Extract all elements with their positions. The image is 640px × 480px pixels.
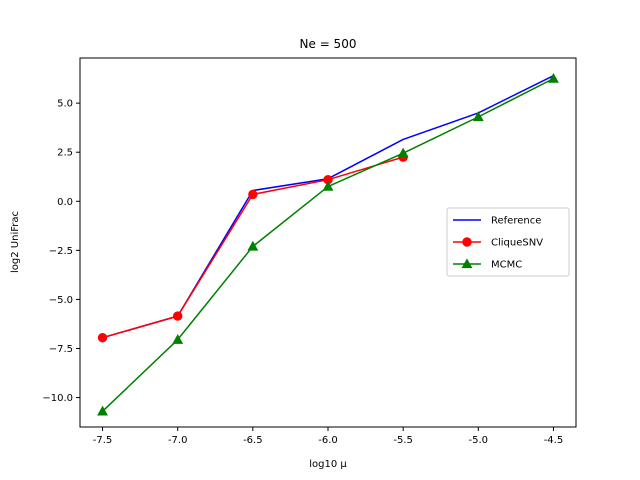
legend-label-mcmc: MCMC — [491, 260, 522, 271]
data-point-cliquesnv — [172, 311, 183, 321]
x-tick-label: -5.0 — [469, 435, 489, 446]
x-tick-label: -6.5 — [243, 435, 263, 446]
x-axis-label: log10 μ — [309, 459, 347, 470]
y-tick-label: −5.0 — [49, 295, 73, 306]
data-point-mcmc — [247, 240, 259, 251]
chart-title: Ne = 500 — [300, 37, 357, 51]
data-point-mcmc — [397, 147, 409, 158]
y-tick-label: 5.0 — [57, 99, 73, 110]
x-tick-label: -4.5 — [544, 435, 564, 446]
data-point-mcmc — [172, 334, 184, 344]
legend-label-cliquesnv: CliqueSNV — [491, 238, 543, 249]
legend-marker-mcmc — [461, 258, 473, 269]
y-axis-label: log2 UniFrac — [10, 211, 21, 273]
legend: Reference CliqueSNV MCMC — [446, 207, 570, 277]
series-mcmc — [97, 72, 559, 416]
data-point-mcmc — [97, 405, 108, 416]
y-tick-label: 0.0 — [57, 197, 73, 208]
y-tick-label: −7.5 — [49, 344, 73, 355]
data-point-mcmc — [322, 180, 334, 191]
x-axis: -7.5 -7.0 -6.5 -6.0 -5.5 -5.0 -4.5 — [93, 427, 563, 446]
x-tick-label: -6.0 — [318, 435, 338, 446]
legend-label-reference: Reference — [491, 216, 541, 227]
y-tick-label: −10.0 — [42, 393, 73, 404]
x-tick-label: -7.5 — [93, 435, 113, 446]
y-tick-label: −2.5 — [49, 246, 73, 257]
y-tick-label: 2.5 — [57, 148, 73, 159]
x-tick-label: -7.0 — [168, 435, 188, 446]
y-axis: 5.0 2.5 0.0 −2.5 −5.0 −7.5 −10.0 — [42, 99, 80, 404]
data-point-mcmc — [548, 72, 559, 83]
series-line-reference — [102, 74, 554, 339]
data-point-cliquesnv — [97, 332, 108, 343]
data-point-mcmc — [472, 111, 484, 122]
legend-box — [446, 207, 570, 277]
legend-marker-cliquesnv — [462, 237, 472, 247]
data-point-cliquesnv — [248, 189, 258, 200]
x-tick-label: -5.5 — [393, 435, 413, 446]
plot-area — [97, 72, 559, 416]
series-reference — [102, 74, 554, 339]
